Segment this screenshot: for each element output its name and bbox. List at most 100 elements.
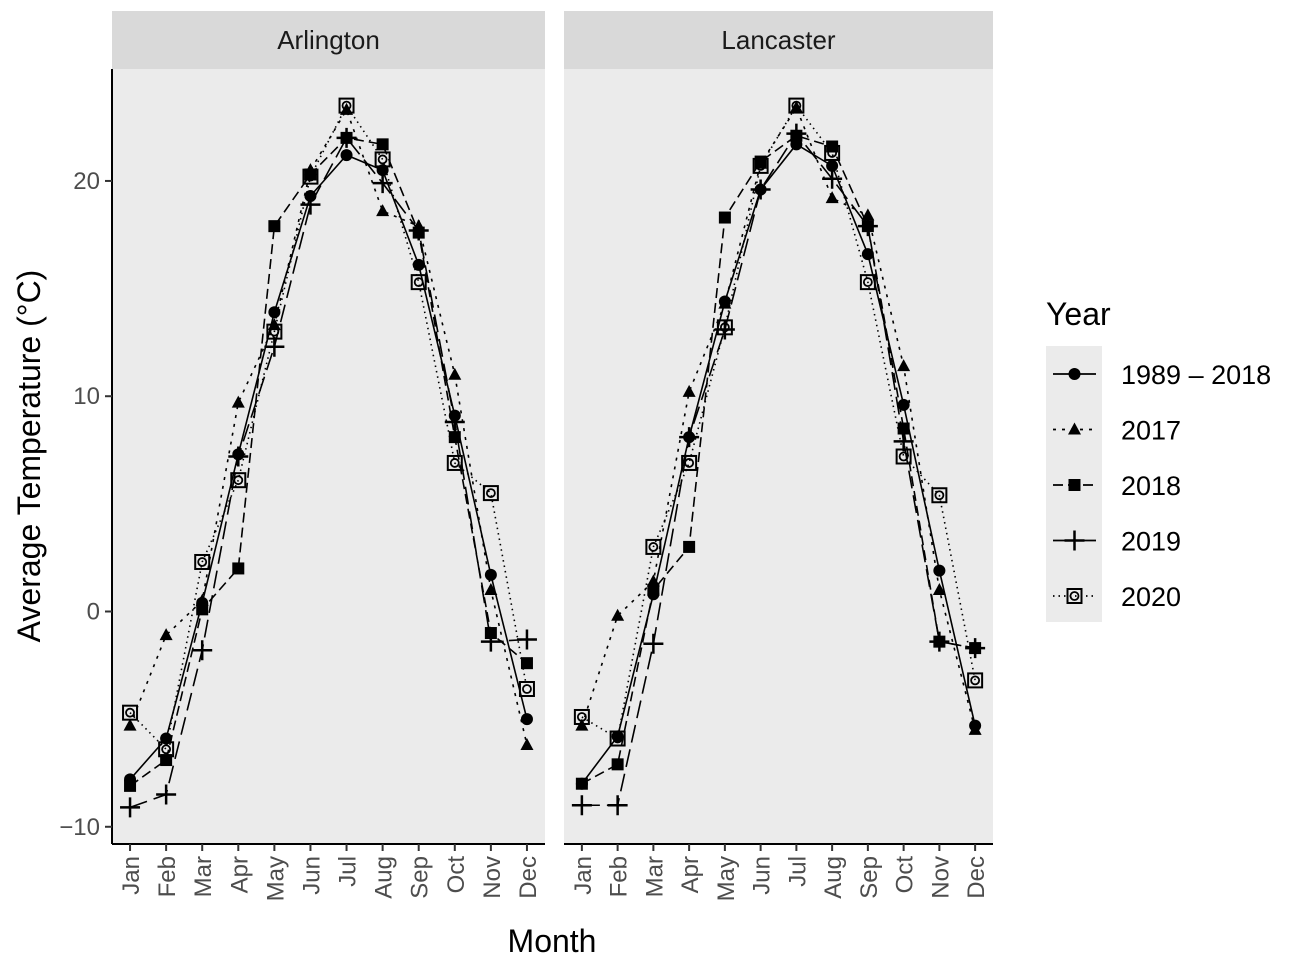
legend-item: 2020 — [1053, 582, 1181, 612]
legend-item: 2017 — [1053, 416, 1181, 446]
data-point — [643, 633, 664, 654]
data-point — [266, 323, 283, 340]
x-ticks-lancaster: Jan Feb Mar Apr May Jun Jul Aug Sep Oct Nov Dec — [570, 844, 990, 901]
data-point — [682, 384, 696, 397]
x-tick-label: Sep — [856, 856, 883, 899]
series-group-arlington — [120, 97, 537, 818]
strip-arlington — [112, 11, 545, 69]
x-axis-title: Month — [508, 923, 597, 955]
data-point — [484, 568, 497, 581]
legend: Year 1989 – 2018 2017 2018 2019 2020 — [1046, 296, 1271, 622]
data-point — [120, 797, 141, 818]
strip-lancaster — [564, 11, 993, 69]
legend-marker — [1064, 530, 1085, 551]
x-tick-label: Sep — [407, 856, 434, 899]
data-point — [268, 220, 281, 233]
strip-title-arlington: Arlington — [277, 25, 380, 55]
data-point — [681, 454, 698, 471]
data-point — [302, 168, 319, 185]
legend-marker — [1068, 368, 1081, 380]
data-point — [573, 708, 590, 725]
data-point — [376, 138, 389, 151]
data-point — [123, 718, 137, 731]
x-tick-label: Jun — [749, 856, 776, 895]
data-point — [750, 179, 771, 200]
data-point — [412, 258, 425, 271]
series-line — [581, 132, 976, 807]
data-point — [230, 472, 247, 489]
series-2019 — [120, 127, 537, 818]
data-point — [861, 248, 874, 261]
legend-label: 2019 — [1121, 527, 1181, 557]
data-point — [752, 157, 769, 174]
data-point — [372, 173, 393, 194]
legend-marker — [1068, 422, 1081, 435]
data-point — [376, 204, 390, 217]
y-tick-label: 20 — [73, 168, 100, 195]
y-axis-title: Average Temperature (°C) — [11, 270, 47, 643]
series-line — [129, 108, 528, 746]
strip-title-lancaster: Lancaster — [721, 25, 836, 55]
x-tick-label: Dec — [515, 856, 542, 899]
data-point — [967, 672, 984, 689]
data-point — [446, 454, 463, 471]
legend-label: 1989 – 2018 — [1121, 360, 1271, 390]
data-point — [159, 628, 173, 641]
y-tick-label: −10 — [59, 814, 100, 841]
data-point — [520, 713, 533, 726]
series-2019 — [571, 123, 986, 816]
data-point — [929, 631, 950, 652]
x-tick-label: Mar — [190, 856, 217, 897]
data-point — [824, 144, 841, 161]
series-group-lancaster — [571, 97, 986, 816]
x-tick-label: Aug — [371, 856, 398, 899]
data-point — [264, 336, 285, 357]
data-point — [931, 487, 948, 504]
series-line — [129, 104, 528, 751]
data-point — [196, 603, 209, 616]
data-point — [480, 631, 501, 652]
data-point — [482, 485, 499, 502]
data-point — [124, 779, 137, 792]
x-tick-label: Apr — [677, 856, 704, 893]
data-point — [228, 446, 249, 467]
data-point — [156, 784, 177, 805]
data-point — [859, 274, 876, 291]
data-point — [716, 319, 733, 336]
data-point — [410, 274, 427, 291]
x-tick-label: Oct — [443, 856, 470, 894]
y-tick-label: 10 — [73, 383, 100, 410]
data-point — [788, 97, 805, 114]
y-tick-label: 0 — [87, 599, 100, 626]
data-point — [679, 427, 700, 448]
series-line — [129, 136, 528, 809]
data-point — [718, 211, 731, 224]
data-point — [822, 168, 843, 189]
x-tick-label: Jan — [118, 856, 145, 895]
data-point — [607, 795, 628, 816]
legend-items: 1989 – 2018 2017 2018 2019 2020 — [1053, 360, 1271, 612]
legend-item: 2018 — [1053, 471, 1181, 501]
x-tick-label: Feb — [154, 856, 181, 897]
x-tick-label: Oct — [892, 856, 919, 894]
series-2020 — [573, 97, 984, 747]
series-line — [581, 106, 976, 731]
data-point — [340, 149, 353, 162]
data-point — [857, 216, 878, 237]
x-tick-label: Jun — [298, 856, 325, 895]
data-point — [825, 191, 839, 204]
legend-marker — [1068, 479, 1081, 491]
data-point — [933, 564, 946, 577]
data-point — [336, 127, 357, 148]
legend-label: 2017 — [1121, 416, 1181, 446]
data-point — [965, 638, 986, 659]
data-point — [338, 97, 355, 114]
data-point — [826, 159, 839, 172]
data-point — [231, 395, 245, 408]
data-point — [571, 795, 592, 816]
data-point — [645, 538, 662, 555]
x-tick-label: Apr — [226, 856, 253, 893]
data-point — [195, 593, 209, 606]
x-tick-label: Jul — [335, 856, 362, 887]
